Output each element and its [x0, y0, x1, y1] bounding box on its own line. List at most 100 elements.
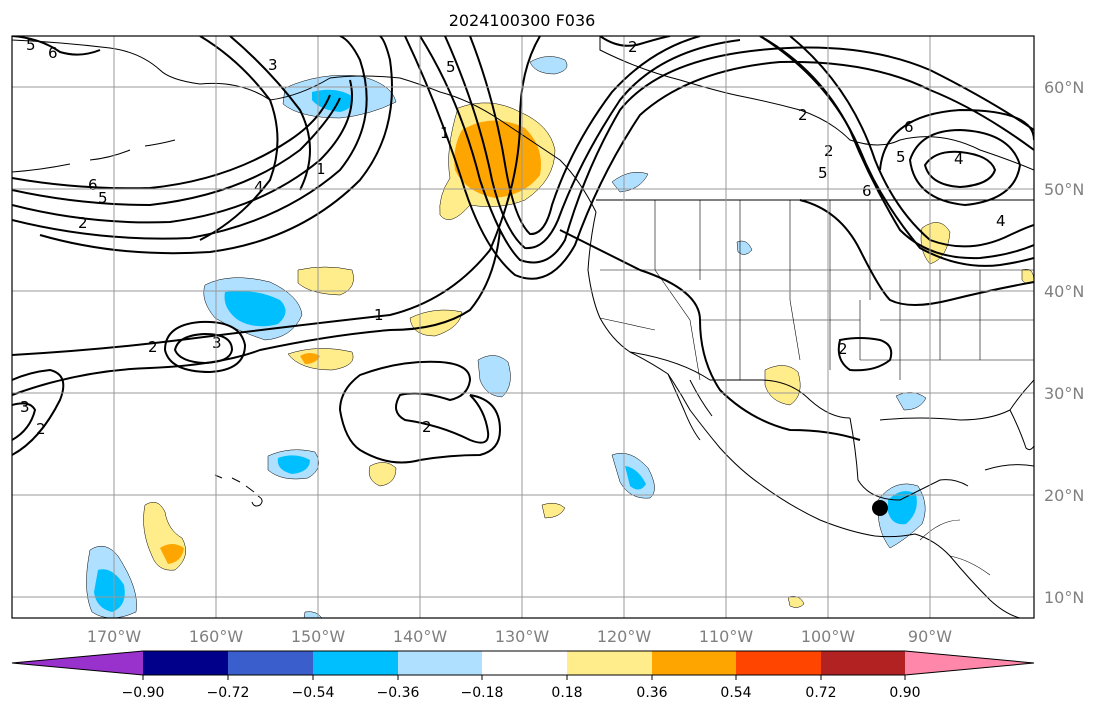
positive-anomaly-area	[409, 309, 463, 337]
colorbar: −0.90 −0.72 −0.54 −0.36 −0.18 0.18 0.36 …	[11, 650, 1035, 701]
colorbar-ticks	[142, 675, 906, 680]
contour-line	[789, 36, 1034, 248]
contour-line	[229, 36, 311, 191]
contour-label: 6	[862, 182, 872, 200]
contour-label: 4	[954, 150, 964, 168]
lon-label: 90°W	[908, 627, 952, 646]
colorbar-segment	[567, 651, 652, 675]
colorbar-segment	[482, 651, 567, 675]
colorbar-tick-label: −0.90	[122, 685, 165, 701]
colorbar-tick-label: 0.36	[636, 685, 667, 701]
contour-line	[419, 36, 1034, 264]
negative-anomaly-area	[477, 355, 511, 398]
lon-label: 170°W	[87, 627, 142, 646]
lat-label: 40°N	[1044, 282, 1084, 301]
lat-label: 10°N	[1044, 588, 1084, 607]
contour-line	[199, 36, 279, 241]
canada-coastline	[599, 36, 1034, 171]
contour-line	[759, 36, 1034, 260]
colorbar-tick-labels: −0.90 −0.72 −0.54 −0.36 −0.18 0.18 0.36 …	[122, 685, 921, 701]
contour-label: 3	[212, 334, 222, 352]
colorbar-segment	[905, 651, 1034, 675]
negative-anomaly-area	[611, 172, 649, 193]
contour-label: 1	[374, 306, 384, 324]
hawaii-islands	[214, 474, 263, 507]
contour-label: 2	[824, 142, 834, 160]
aleutian-islands	[12, 139, 176, 173]
lon-label: 160°W	[189, 627, 244, 646]
us-west-coastline	[587, 211, 761, 485]
lon-label: 130°W	[495, 627, 550, 646]
lat-label: 50°N	[1044, 180, 1084, 199]
colorbar-tick-label: 0.72	[805, 685, 836, 701]
contour-label: 5	[446, 58, 456, 76]
contour-line	[599, 36, 671, 47]
contour-line	[559, 229, 861, 441]
contour-line	[837, 337, 893, 372]
colorbar-tick-label: −0.72	[207, 685, 250, 701]
lon-label: 100°W	[801, 627, 856, 646]
contour-label: 1	[316, 160, 326, 178]
colorbar-segment	[228, 651, 313, 675]
contour-line	[444, 36, 741, 250]
lat-label: 20°N	[1044, 486, 1084, 505]
contour-label: 2	[36, 420, 46, 438]
colorbar-segment	[12, 651, 143, 675]
colorbar-segment	[821, 651, 905, 675]
contour-label: 3	[268, 56, 278, 74]
colorbar-tick-label: −0.54	[292, 685, 335, 701]
positive-anomaly-area	[297, 266, 354, 296]
latitude-labels: 60°N 50°N 40°N 30°N 20°N 10°N	[1044, 78, 1084, 607]
alaska-coastline	[12, 39, 597, 213]
negative-anomaly-core	[312, 89, 353, 112]
contour-line	[339, 394, 502, 464]
positive-anomaly-area	[541, 502, 566, 519]
contour-line	[923, 150, 997, 189]
colorbar-segment	[736, 651, 821, 675]
colorbar-segment	[143, 651, 228, 675]
positive-anomaly-area	[368, 462, 397, 487]
negative-anomaly-area	[529, 56, 568, 75]
lon-label: 150°W	[291, 627, 346, 646]
florida-coastline	[1009, 409, 1034, 451]
colorbar-tick-label: 0.54	[720, 685, 751, 701]
colorbar-segment	[313, 651, 398, 675]
contour-label: 5	[98, 189, 108, 207]
contour-line	[404, 36, 1034, 280]
cuba-coastline	[984, 464, 1034, 471]
map-panel: 6 5 3 4 1 6 5 2 1 2 3 2 3 2 1 5 2 2 4 6	[11, 35, 1035, 619]
contour-line	[39, 36, 393, 255]
contour-line	[759, 36, 1034, 267]
contour-label: 2	[798, 106, 808, 124]
contour-label: 2	[422, 418, 432, 436]
figure-title: 2024100300 F036	[449, 11, 596, 30]
lat-label: 60°N	[1044, 78, 1084, 97]
contour-label: 2	[148, 338, 158, 356]
contour-label: 5	[818, 164, 828, 182]
contour-label: 4	[254, 178, 264, 196]
colorbar-tick-label: 0.18	[551, 685, 582, 701]
contour-line	[799, 199, 1034, 306]
gulf-of-mexico-coastline	[849, 379, 1034, 501]
contour-line	[908, 128, 1022, 207]
longitude-labels: 170°W 160°W 150°W 140°W 130°W 120°W 110°…	[87, 627, 952, 646]
height-contours	[12, 36, 1034, 464]
baja-california-coastline	[667, 373, 713, 441]
lon-label: 120°W	[597, 627, 652, 646]
contour-line	[12, 229, 501, 396]
lon-label: 140°W	[393, 627, 448, 646]
contour-line	[163, 320, 247, 374]
coastlines	[12, 36, 1034, 618]
contour-label: 2	[838, 340, 848, 358]
positive-anomaly-area	[287, 348, 354, 371]
central-america-borders	[919, 519, 991, 576]
contour-line	[339, 360, 490, 444]
negative-anomaly-core	[224, 291, 286, 327]
contour-label: 2	[78, 214, 88, 232]
contour-line	[12, 36, 541, 356]
map-frame	[11, 35, 1035, 619]
lon-label: 110°W	[699, 627, 754, 646]
contour-label: 3	[20, 398, 30, 416]
colorbar-tick-label: −0.36	[377, 685, 420, 701]
mexico-coastline	[759, 483, 1021, 618]
